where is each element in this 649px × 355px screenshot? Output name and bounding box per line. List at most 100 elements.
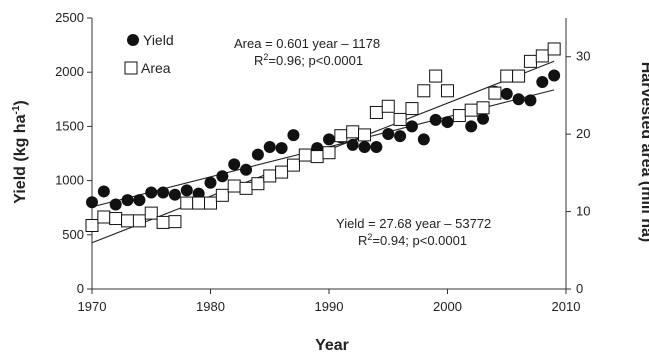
area-point: [452, 109, 466, 123]
area-point: [263, 169, 277, 183]
area-point: [547, 42, 561, 56]
yield-point: [240, 163, 253, 176]
area-point: [393, 112, 407, 126]
y-left-tick-label: 2000: [55, 64, 84, 79]
area-point: [204, 196, 217, 210]
area-point: [512, 69, 526, 83]
x-tick-label: 1980: [196, 299, 225, 314]
area-point: [417, 84, 431, 98]
legend-area-marker: [124, 61, 138, 75]
area-point: [346, 125, 360, 139]
yield-point: [251, 148, 264, 161]
area-point: [369, 105, 383, 119]
yield-point: [405, 120, 418, 133]
area-point: [168, 215, 182, 229]
yield-point: [477, 112, 490, 125]
x-tick-label: 2000: [433, 299, 462, 314]
area-point: [476, 101, 490, 115]
area-point: [97, 210, 111, 224]
data-marks: [85, 42, 561, 233]
area-point: [488, 86, 502, 100]
area-r2: R2=0.96; p<0.0001: [254, 52, 363, 68]
yield-point: [441, 116, 454, 129]
area-point: [334, 129, 348, 143]
area-equation: Area = 0.601 year – 1178: [234, 36, 380, 51]
area-point: [275, 165, 289, 179]
area-point: [429, 69, 443, 83]
legend-yield-marker: [127, 34, 139, 46]
area-point: [381, 99, 395, 113]
area-point: [523, 54, 537, 68]
yield-point: [382, 127, 395, 140]
y-left-axis-title: Yield (kg ha-1): [11, 100, 29, 203]
area-point: [464, 103, 478, 117]
yield-point: [157, 186, 170, 199]
y-left-tick-label: 500: [62, 227, 84, 242]
y-left-tick-label: 1000: [55, 173, 84, 188]
area-point: [239, 181, 253, 195]
yield-point: [97, 185, 110, 198]
yield-point: [133, 194, 146, 207]
yield-point: [109, 198, 122, 211]
y-right-tick-label: 10: [576, 204, 590, 219]
yield-point: [145, 186, 158, 199]
area-point: [251, 177, 265, 191]
yield-point: [121, 194, 134, 207]
yield-point: [346, 138, 359, 151]
yield-point: [263, 140, 276, 153]
y-left-tick-label: 0: [77, 281, 84, 296]
yield-point: [323, 133, 335, 146]
yield-r2: R2=0.94; p<0.0001: [358, 232, 467, 248]
yield-point: [500, 87, 513, 100]
yield-point: [548, 69, 561, 82]
x-axis-title: Year: [315, 337, 349, 354]
area-point: [109, 212, 123, 226]
area-point: [298, 148, 312, 162]
area-point: [215, 188, 229, 202]
yield-point: [204, 176, 217, 189]
legend: Yield Area: [124, 32, 174, 76]
y-right-tick-label: 20: [576, 126, 590, 141]
area-point: [441, 84, 454, 98]
yield-point: [536, 75, 549, 88]
yield-point: [524, 94, 537, 107]
area-point: [121, 214, 135, 228]
yield-point: [86, 196, 98, 209]
area-point: [180, 196, 194, 210]
yield-point: [358, 140, 371, 153]
area-point: [535, 49, 549, 63]
y-left-tick-label: 1500: [55, 118, 84, 133]
area-point: [358, 128, 372, 142]
x-tick-label: 1990: [315, 299, 344, 314]
yield-point: [394, 130, 407, 143]
yield-point: [180, 184, 193, 197]
axes: 1970 1980 1990 2000 201005001000150020002500…: [55, 10, 590, 314]
y-right-axis-title: Harvested area (mill ha): [638, 62, 649, 243]
yield-point: [228, 158, 241, 171]
legend-area-label: Area: [141, 60, 171, 76]
area-point: [85, 219, 99, 233]
area-point: [132, 214, 146, 228]
yield-point: [512, 93, 525, 106]
area-point: [286, 158, 300, 172]
x-tick-label: 2010: [552, 299, 581, 314]
area-point: [500, 69, 514, 83]
yield-point: [275, 142, 288, 155]
yield-point: [429, 113, 442, 126]
yield-point: [417, 133, 430, 146]
area-point: [405, 102, 419, 116]
yield-point: [287, 129, 300, 142]
area-point: [156, 215, 170, 229]
yield-point: [465, 120, 478, 133]
legend-yield-label: Yield: [143, 32, 174, 48]
area-point: [310, 150, 324, 164]
yield-point: [168, 188, 181, 201]
y-right-tick-label: 0: [576, 281, 583, 296]
y-left-tick-label: 2500: [55, 10, 84, 25]
area-point: [144, 206, 158, 220]
yield-point: [216, 170, 229, 183]
y-right-tick-label: 30: [576, 49, 590, 64]
x-tick-label: 1970: [78, 299, 107, 314]
area-point: [192, 196, 206, 210]
